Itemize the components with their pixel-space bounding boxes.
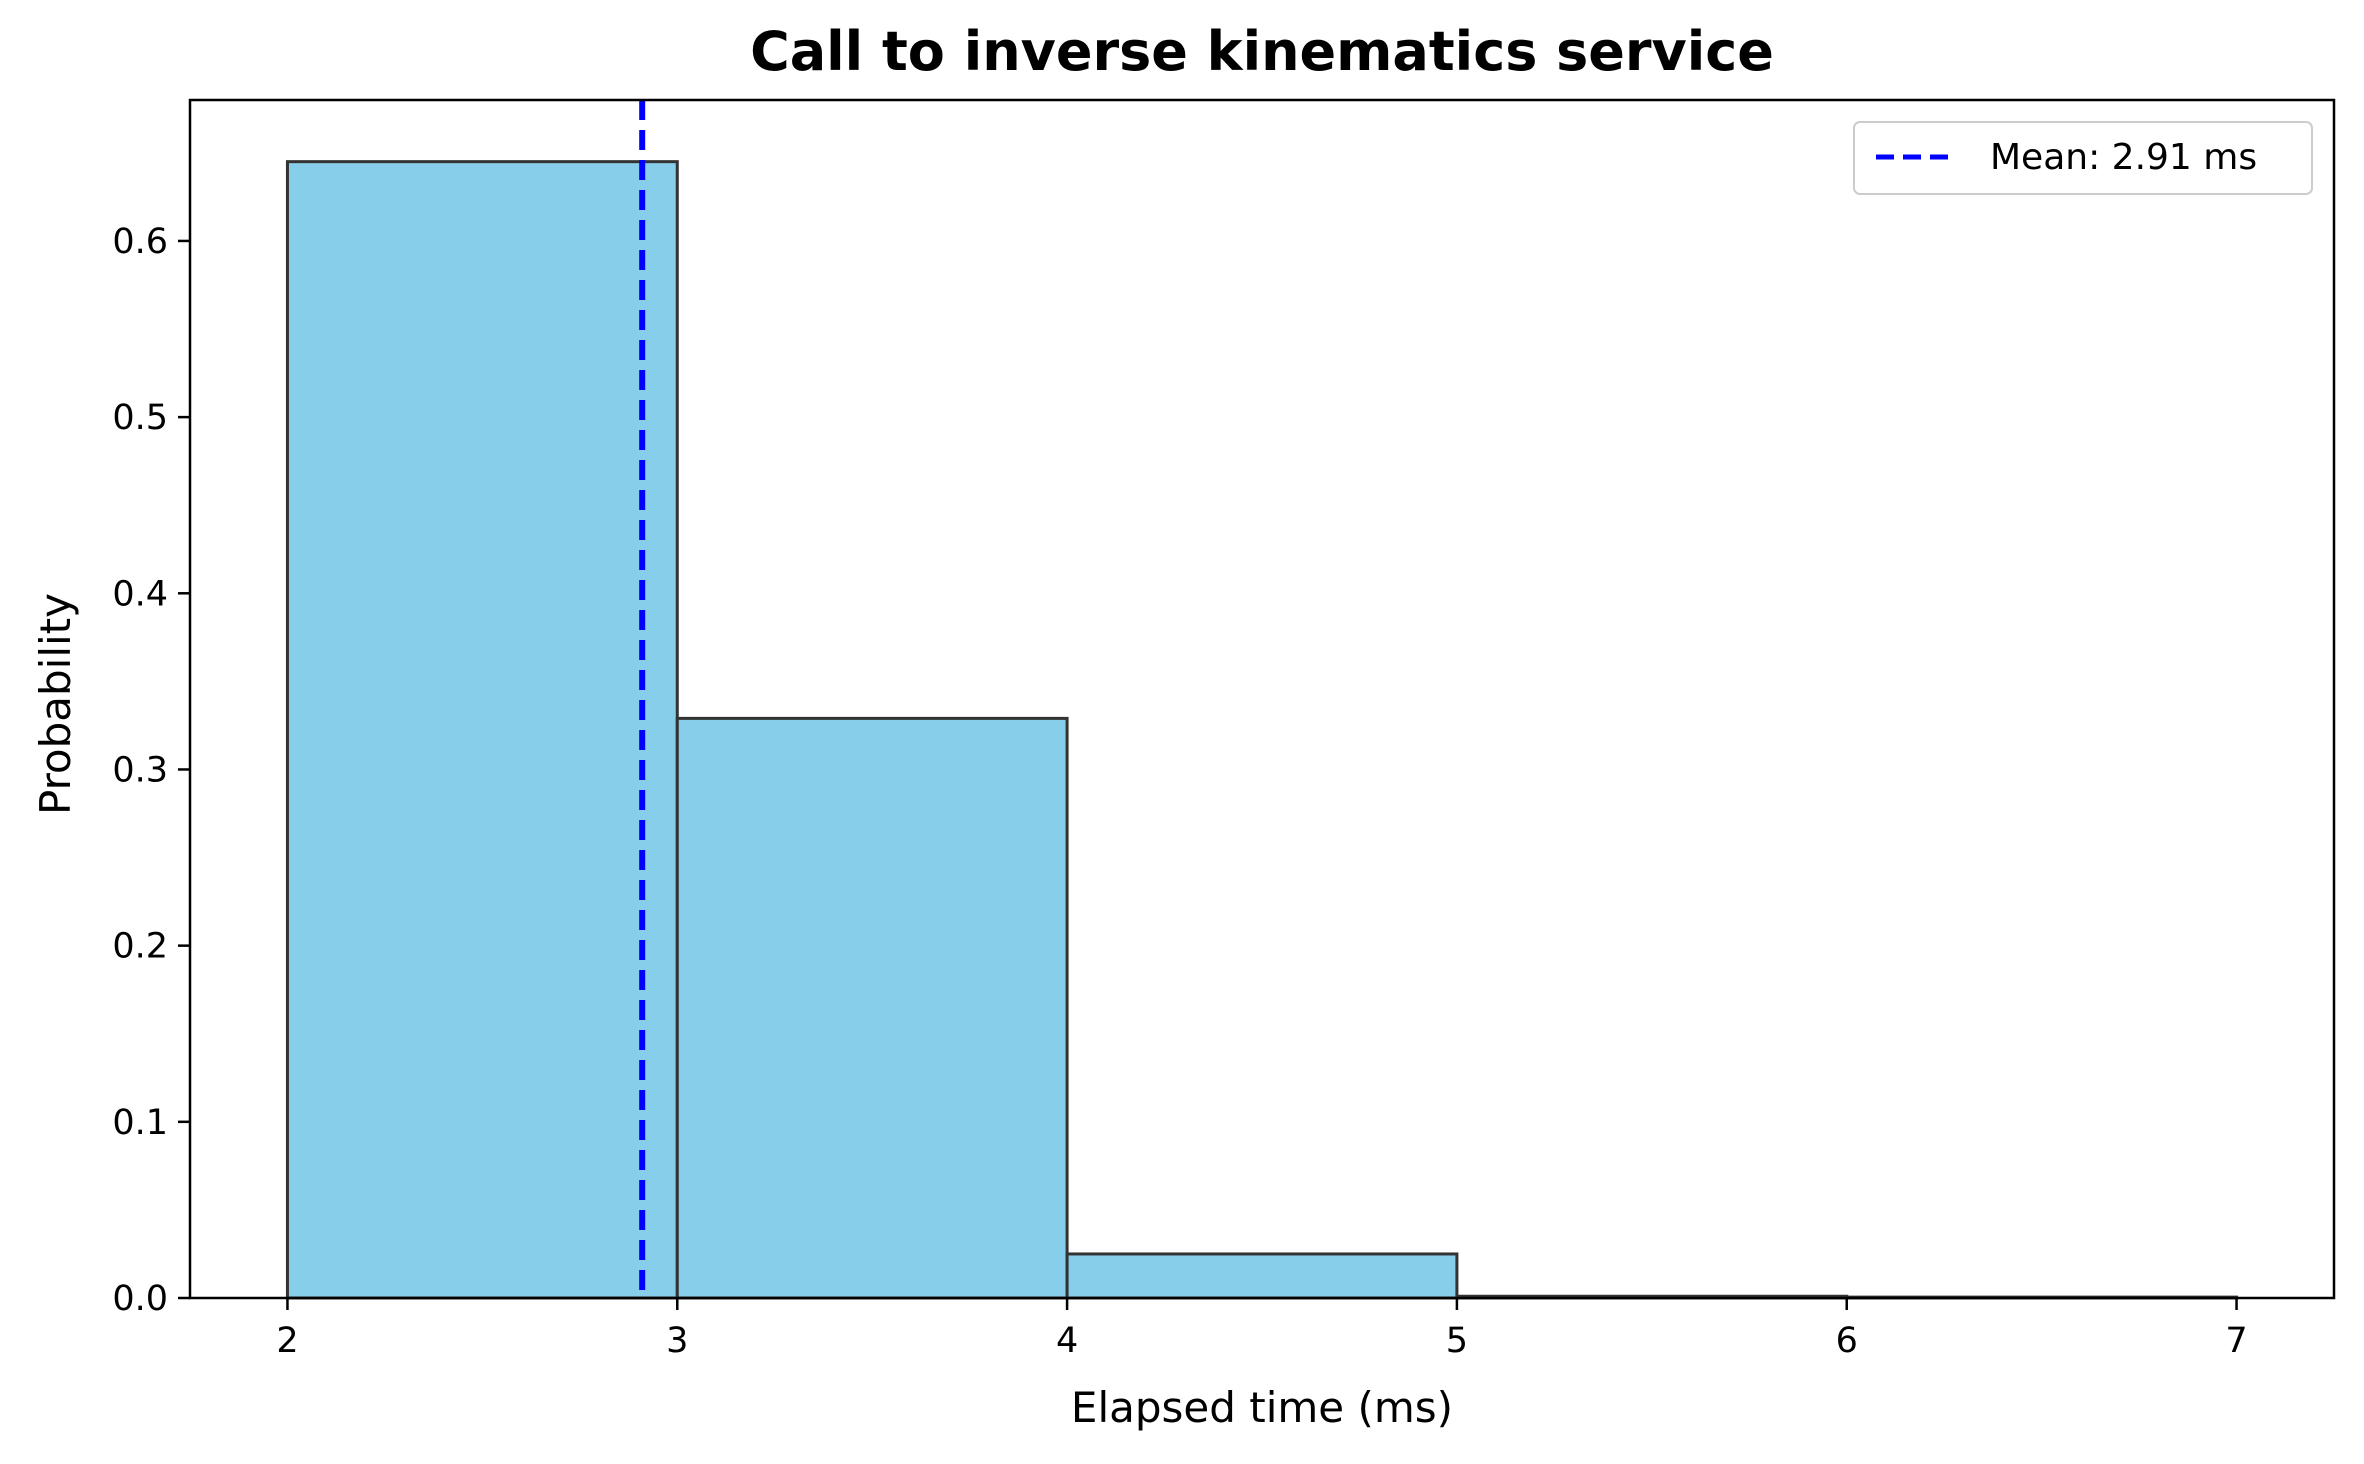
chart-title: Call to inverse kinematics service: [750, 20, 1774, 83]
y-tick-label: 0.0: [112, 1279, 168, 1319]
y-axis-label: Probability: [31, 593, 80, 815]
x-tick-label: 2: [276, 1321, 298, 1361]
legend: Mean: 2.91 ms: [1853, 121, 2313, 195]
x-tick-label: 5: [1446, 1321, 1468, 1361]
y-tick-label: 0.1: [112, 1103, 168, 1143]
bars-layer: [285, 160, 2239, 1300]
y-axis: 0.0 0.1 0.2 0.3 0.4 0.5 0.6: [112, 222, 190, 1319]
histogram-bar-2: [675, 716, 1069, 1300]
y-tick-label: 0.5: [112, 398, 168, 438]
y-tick-label: 0.4: [112, 574, 168, 614]
x-tick-label: 3: [666, 1321, 688, 1361]
y-tick-label: 0.3: [112, 750, 168, 790]
legend-mean-label: Mean: 2.91 ms: [1990, 137, 2257, 178]
x-tick-label: 6: [1836, 1321, 1858, 1361]
histogram-bar-3: [1065, 1252, 1459, 1300]
x-axis: 2 3 4 5 6 7: [276, 1298, 2248, 1361]
legend-box: [1853, 121, 2313, 195]
x-axis-label: Elapsed time (ms): [1071, 1383, 1453, 1432]
plot-frame: [188, 98, 2336, 1300]
x-tick-label: 7: [2225, 1321, 2247, 1361]
y-tick-label: 0.2: [112, 927, 168, 967]
y-tick-label: 0.6: [112, 222, 168, 262]
x-tick-label: 4: [1056, 1321, 1078, 1361]
histogram-bar-1: [285, 160, 679, 1300]
